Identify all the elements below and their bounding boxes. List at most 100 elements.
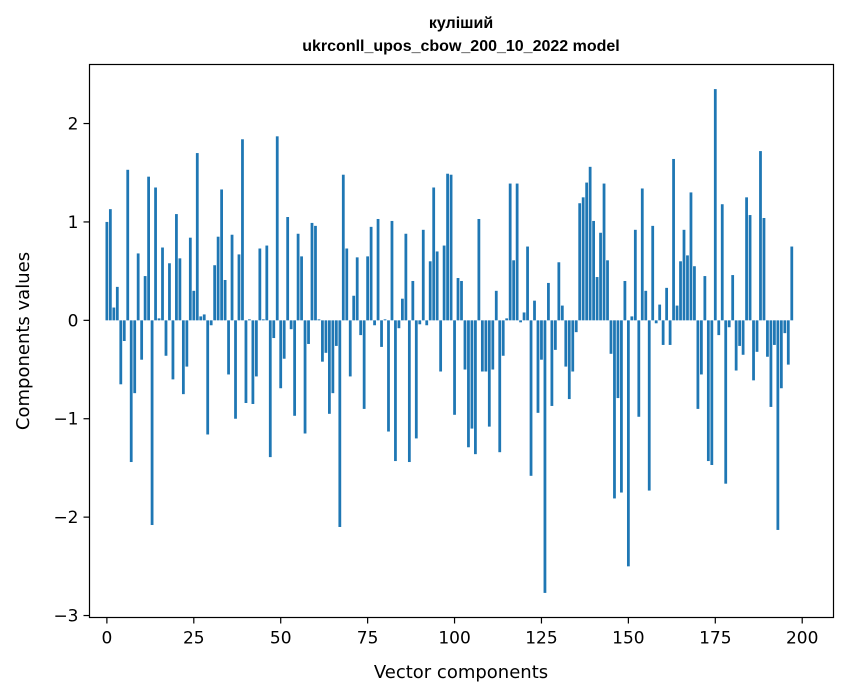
bar bbox=[439, 320, 443, 372]
bar bbox=[581, 197, 585, 321]
x-axis: 0 25 50 75 100 125 150 175 200 bbox=[101, 617, 818, 649]
bar bbox=[147, 176, 150, 321]
bar bbox=[564, 320, 568, 367]
bar bbox=[331, 320, 335, 394]
bar bbox=[317, 319, 321, 321]
bar bbox=[731, 275, 735, 321]
x-tick-label: 175 bbox=[699, 629, 731, 649]
bar bbox=[703, 276, 707, 321]
bar bbox=[387, 320, 390, 432]
bar bbox=[334, 320, 338, 346]
bar bbox=[254, 320, 258, 377]
x-tick-label: 100 bbox=[438, 629, 470, 649]
bar bbox=[115, 286, 119, 321]
bar bbox=[519, 320, 522, 323]
bar bbox=[369, 226, 373, 321]
bar bbox=[296, 233, 300, 321]
bar bbox=[508, 183, 512, 321]
bar bbox=[449, 174, 453, 321]
bar bbox=[526, 246, 529, 321]
y-tick-label: 0 bbox=[68, 311, 79, 331]
y-tick-label: −2 bbox=[53, 508, 78, 528]
bar bbox=[480, 320, 484, 372]
bar bbox=[501, 320, 505, 356]
bar bbox=[348, 320, 352, 377]
bar bbox=[686, 255, 689, 321]
bar bbox=[202, 314, 206, 321]
bar bbox=[786, 320, 790, 365]
bar bbox=[279, 320, 283, 389]
bar bbox=[651, 225, 655, 321]
bar bbox=[237, 254, 241, 321]
bar bbox=[613, 320, 616, 499]
bar bbox=[150, 320, 154, 526]
bar bbox=[404, 233, 408, 321]
x-tick-label: 200 bbox=[786, 629, 818, 649]
bar bbox=[644, 290, 648, 321]
bar bbox=[623, 280, 627, 321]
bar bbox=[620, 320, 623, 493]
bar bbox=[741, 320, 745, 355]
bar bbox=[602, 183, 606, 321]
bar bbox=[216, 236, 220, 321]
bar bbox=[713, 89, 717, 321]
bar bbox=[543, 320, 547, 593]
bar bbox=[599, 232, 602, 321]
x-tick-label: 150 bbox=[612, 629, 644, 649]
bar bbox=[762, 218, 766, 321]
bar bbox=[227, 320, 230, 375]
bar bbox=[321, 320, 324, 362]
bar bbox=[630, 316, 634, 321]
x-tick-label: 75 bbox=[357, 629, 379, 649]
bar bbox=[143, 276, 147, 321]
bar bbox=[248, 319, 251, 321]
bars-group bbox=[105, 89, 794, 593]
bar bbox=[540, 320, 543, 360]
chart-subtitle: ukrconll_upos_cbow_200_10_2022 model bbox=[302, 38, 619, 55]
bar bbox=[595, 277, 599, 321]
y-tick-label: 1 bbox=[68, 213, 79, 233]
bar bbox=[553, 320, 557, 350]
bar bbox=[133, 320, 137, 394]
bar bbox=[310, 222, 314, 321]
bar bbox=[129, 320, 133, 463]
bar bbox=[394, 320, 397, 462]
bar bbox=[640, 188, 644, 321]
bar bbox=[776, 320, 780, 530]
bar bbox=[647, 320, 651, 491]
bar bbox=[467, 320, 470, 448]
bar bbox=[470, 320, 474, 429]
bar bbox=[175, 214, 178, 321]
bar bbox=[241, 139, 244, 321]
bar bbox=[720, 204, 724, 321]
bar bbox=[682, 229, 686, 321]
bar bbox=[654, 320, 658, 324]
bar bbox=[164, 320, 168, 356]
bar bbox=[700, 320, 703, 375]
bar bbox=[484, 320, 488, 372]
y-tick-label: 2 bbox=[68, 115, 79, 135]
bar bbox=[168, 263, 171, 321]
bar bbox=[199, 316, 203, 321]
bar bbox=[234, 320, 237, 419]
bar bbox=[609, 320, 613, 354]
bar bbox=[494, 290, 498, 321]
bar bbox=[585, 182, 589, 321]
bar bbox=[693, 266, 696, 321]
bar bbox=[755, 320, 759, 352]
bar bbox=[244, 320, 248, 403]
bar bbox=[324, 320, 328, 353]
bar bbox=[574, 320, 578, 333]
bar bbox=[366, 256, 370, 321]
bar bbox=[734, 320, 738, 371]
bar bbox=[300, 256, 303, 321]
bar bbox=[425, 320, 429, 326]
bar bbox=[668, 320, 672, 345]
bar bbox=[359, 320, 363, 336]
bar bbox=[766, 320, 769, 357]
bar bbox=[783, 320, 787, 334]
bar bbox=[689, 192, 693, 321]
bar bbox=[637, 320, 641, 417]
bar bbox=[460, 280, 463, 321]
bar bbox=[181, 320, 185, 395]
